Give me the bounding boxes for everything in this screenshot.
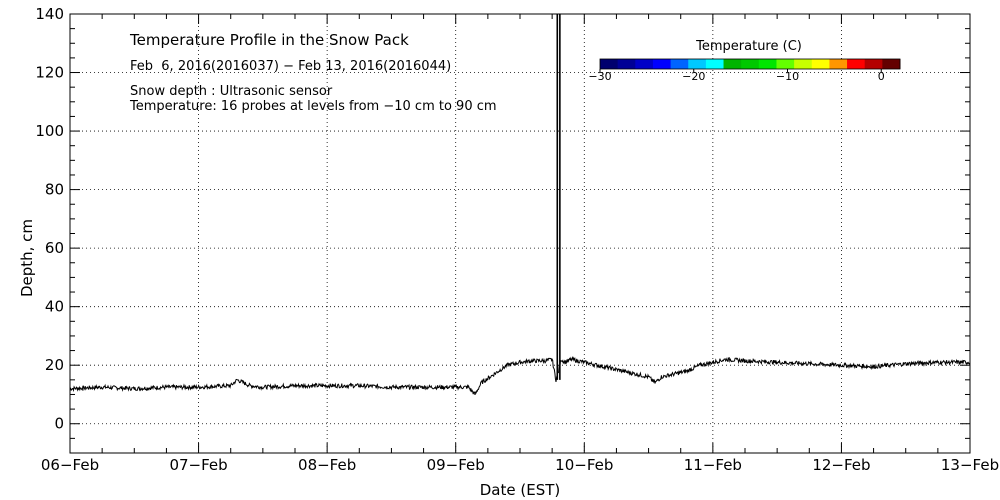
temperature-colorbar: Temperature (C) −30 −20 −10 0 [588, 39, 901, 83]
y-tick-label: 0 [54, 415, 64, 433]
y-tick-label: 140 [35, 5, 64, 23]
chart-title: Temperature Profile in the Snow Pack [129, 31, 409, 49]
colorbar-ticks: −30 −20 −10 0 [588, 69, 885, 83]
x-tick-label: 12−Feb [812, 456, 870, 474]
colorbar-swatch [617, 59, 636, 69]
colorbar-swatch [652, 59, 672, 69]
y-tick-label: 120 [35, 64, 64, 82]
x-axis-label: Date (EST) [480, 481, 561, 499]
colorbar-swatch [811, 59, 830, 69]
colorbar-swatch [688, 59, 707, 69]
colorbar-title: Temperature (C) [695, 39, 802, 54]
x-tick-label: 11−Feb [684, 456, 742, 474]
colorbar-swatch [758, 59, 777, 69]
axis-ticks [69, 13, 971, 454]
y-tick-label: 100 [35, 122, 64, 140]
y-tick-label: 40 [45, 298, 64, 316]
chart-subtitle: Feb 6, 2016(2016037) − Feb 13, 2016(2016… [130, 59, 451, 74]
colorbar-swatch [600, 59, 619, 69]
colorbar-swatch [829, 59, 848, 69]
colorbar-swatch [847, 59, 866, 69]
colorbar-swatch [705, 59, 725, 69]
series-layer [69, 14, 971, 396]
colorbar-swatch [741, 59, 760, 69]
x-tick-label: 09−Feb [427, 456, 485, 474]
colorbar-swatch [635, 59, 654, 69]
x-tick-labels: 06−Feb 07−Feb 08−Feb 09−Feb 10−Feb 11−Feb 12−F… [41, 456, 999, 474]
colorbar-swatch [723, 59, 742, 69]
colorbar-tick-label: −10 [776, 70, 799, 83]
colorbar-tick-label: −30 [588, 70, 611, 83]
x-tick-label: 13−Feb [941, 456, 999, 474]
snow-depth-line [69, 355, 971, 396]
colorbar-swatch [776, 59, 795, 69]
y-tick-label: 20 [45, 356, 64, 374]
colorbar-tick-label: −20 [682, 70, 705, 83]
x-tick-label: 08−Feb [298, 456, 356, 474]
colorbar-tick-label: 0 [878, 70, 885, 83]
colorbar-swatch [794, 59, 813, 69]
x-tick-label: 07−Feb [169, 456, 227, 474]
annotation-temperature: Temperature: 16 probes at levels from −1… [129, 99, 497, 114]
y-tick-label: 80 [45, 181, 64, 199]
y-axis-label: Depth, cm [18, 219, 36, 297]
colorbar-swatch [882, 59, 901, 69]
colorbar-swatch [670, 59, 689, 69]
y-tick-label: 60 [45, 239, 64, 257]
x-tick-label: 06−Feb [41, 456, 99, 474]
colorbar-swatches [599, 58, 901, 70]
annotation-snow-depth: Snow depth : Ultrasonic sensor [130, 84, 333, 99]
x-tick-label: 10−Feb [555, 456, 613, 474]
colorbar-border [599, 58, 901, 70]
y-tick-labels: 0 20 40 60 80 100 120 140 [35, 5, 64, 433]
colorbar-swatch [864, 59, 883, 69]
